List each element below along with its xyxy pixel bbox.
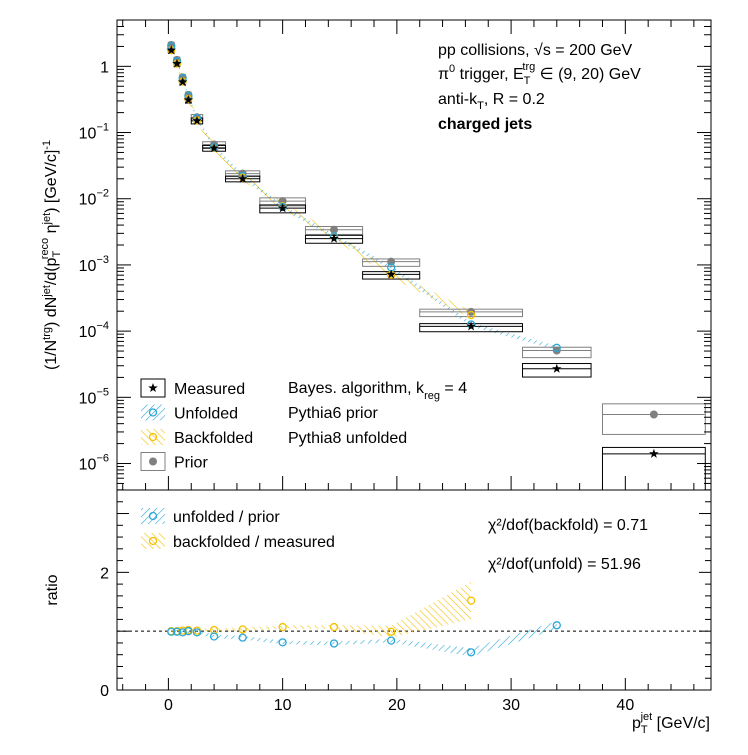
- bottom-y-axis-label: ratio: [44, 574, 61, 605]
- unfolded-ratio-point: [238, 633, 247, 642]
- annotation-unfolded: Pythia8 unfolded: [288, 430, 407, 447]
- prior-point: [330, 225, 339, 234]
- y-tick-label: 1: [100, 59, 109, 76]
- y-tick-label: 10−4: [79, 320, 109, 341]
- x-tick-label: 0: [164, 697, 173, 714]
- y-tick-label: 10−6: [79, 453, 109, 474]
- top-legend: Measured Unfolded Backfolded Prior: [140, 378, 253, 472]
- legend-prior-box: [140, 452, 166, 471]
- measured-syst-box: [522, 363, 592, 378]
- bottom-legend-band: [141, 533, 165, 549]
- y-tick-label: 2: [100, 565, 109, 582]
- legend-label: Unfolded: [174, 406, 238, 423]
- legend-label: Backfolded: [174, 430, 253, 447]
- bottom-axes: 0 10 20 30 40 0 2: [100, 501, 711, 714]
- bottom-legend-label: unfolded / prior: [173, 509, 280, 526]
- bottom-legend-marker: [148, 511, 158, 521]
- y-tick-label: 10−1: [79, 122, 109, 143]
- annotation-collisions: pp collisions, √s = 200 GeV: [438, 42, 633, 59]
- y-tick-label: 10−3: [79, 254, 109, 275]
- unfolded-ratio-point: [387, 636, 396, 645]
- bottom-x-axis-label: pTjet [GeV/c]: [632, 711, 710, 736]
- measured-point: [177, 77, 188, 86]
- unfolded-ratio-point: [178, 628, 187, 637]
- backfolded-ratio-point: [466, 596, 476, 605]
- bottom-legend-band: [141, 508, 165, 524]
- top-plot-content: [166, 41, 706, 490]
- bottom-legend-marker: [148, 536, 158, 546]
- backfolded-ratio-point: [278, 622, 287, 632]
- unfolded-ratio-point: [278, 638, 287, 647]
- x-tick-label: 40: [616, 697, 634, 714]
- backfolded-band: [171, 46, 472, 319]
- backfolded-point: [466, 310, 476, 320]
- y-tick-label: 10−2: [79, 188, 109, 209]
- measured-point: [466, 321, 476, 331]
- unfolded-ratio-point: [552, 621, 561, 630]
- unfolded-ratio-point: [209, 632, 219, 641]
- measured-point: [329, 233, 339, 243]
- chi2-backfold-label: χ²/dof(backfold) = 0.71: [488, 517, 648, 534]
- unfolded-ratio-point: [167, 627, 176, 636]
- annotation-prior: Pythia6 prior: [288, 405, 378, 422]
- measured-point: [277, 203, 288, 213]
- legend-unfolded-marker: [148, 408, 158, 417]
- measured-point: [172, 58, 182, 68]
- legend-backfolded-band: [141, 429, 165, 445]
- bottom-legend: unfolded / prior backfolded / measured: [141, 508, 335, 551]
- unfolded-ratio-point: [466, 648, 476, 657]
- chi2-unfold-label: χ²/dof(unfold) = 51.96: [488, 556, 641, 573]
- legend-measured-box: [140, 378, 166, 398]
- x-tick-label: 20: [388, 697, 406, 714]
- unfolded-ratio-point: [329, 639, 339, 648]
- prior-point: [387, 257, 396, 266]
- legend-prior-marker: [149, 457, 157, 466]
- annotation-algorithm: anti-kT, R = 0.2: [438, 91, 545, 112]
- backfolded-ratio-band: [171, 581, 472, 638]
- backfolded-ratio-point: [238, 625, 247, 634]
- bottom-plot-content: [117, 581, 711, 657]
- bottom-legend-label: backfolded / measured: [173, 534, 335, 551]
- measured-point: [209, 143, 219, 153]
- measured-point: [183, 95, 194, 105]
- measured-point: [192, 115, 202, 125]
- annotation-trigger: π0 trigger, ETtrg ∈ (9, 20) GeV: [438, 61, 641, 87]
- unfolded-ratio-point: [184, 627, 193, 636]
- legend-label: Prior: [174, 455, 208, 472]
- prior-syst-box: [601, 403, 706, 435]
- unfolded-ratio-point: [172, 627, 182, 636]
- measured-point: [166, 45, 176, 55]
- unfolded-ratio-band: [171, 621, 557, 657]
- unfolded-ratio-point: [192, 628, 202, 637]
- measured-point: [649, 448, 659, 458]
- prior-point: [552, 346, 561, 355]
- measured-point: [552, 363, 562, 373]
- legend-backfolded-marker: [148, 432, 158, 442]
- measured-point: [386, 269, 396, 279]
- unfolded-point: [552, 343, 561, 352]
- annotation-bayes: Bayes. algorithm, kreg = 4: [288, 380, 467, 402]
- legend-label: Measured: [174, 381, 245, 398]
- measured-syst-box: [601, 446, 706, 490]
- x-tick-label: 10: [274, 697, 292, 714]
- y-tick-label: 10−5: [79, 386, 109, 407]
- measured-point: [237, 173, 248, 183]
- top-axes: 1 10−1 10−2 10−3 10−4 10−5 10−6: [79, 19, 711, 491]
- y-tick-label: 0: [100, 683, 109, 700]
- legend-unfolded-band: [141, 404, 165, 421]
- x-tick-label: 30: [502, 697, 520, 714]
- bottom-plot-frame: [116, 489, 712, 691]
- backfolded-ratio-point: [329, 622, 339, 632]
- legend-measured-marker: [148, 383, 158, 392]
- annotation-charged-jets: charged jets: [438, 116, 532, 133]
- backfolded-ratio-point: [387, 627, 396, 636]
- prior-point: [649, 410, 658, 419]
- top-y-axis-label: (1/Ntrg) dNjet/d(pTreco ηjet) [GeV/c]-1: [39, 140, 63, 370]
